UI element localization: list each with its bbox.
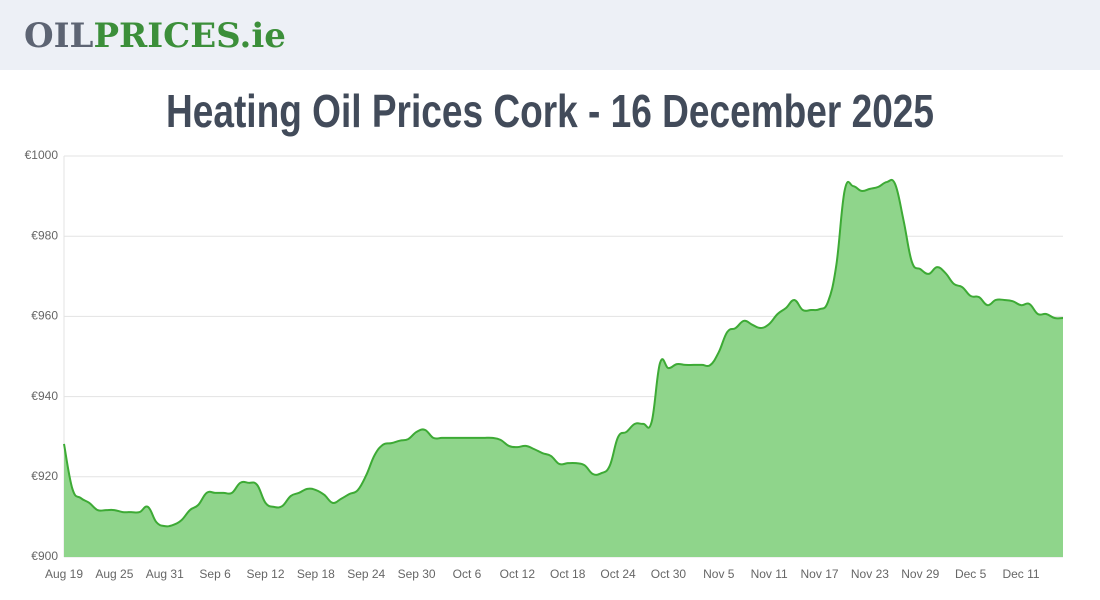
x-tick-label: Dec 5 bbox=[955, 567, 987, 581]
y-tick-label: €1000 bbox=[25, 148, 59, 162]
x-tick-label: Dec 11 bbox=[1002, 567, 1039, 581]
x-tick-label: Nov 17 bbox=[801, 567, 839, 581]
y-tick-label: €960 bbox=[31, 309, 58, 323]
x-tick-label: Oct 24 bbox=[600, 567, 636, 581]
x-tick-label: Oct 6 bbox=[453, 567, 482, 581]
y-tick-label: €920 bbox=[31, 469, 58, 483]
logo-part: PRICES.ie bbox=[93, 16, 285, 56]
y-tick-label: €940 bbox=[31, 389, 58, 403]
x-tick-label: Sep 12 bbox=[246, 567, 284, 581]
x-tick-label: Aug 25 bbox=[95, 567, 133, 581]
x-tick-label: Sep 6 bbox=[199, 567, 231, 581]
area-fill bbox=[64, 179, 1063, 558]
x-tick-label: Sep 30 bbox=[398, 567, 436, 581]
x-tick-label: Oct 12 bbox=[500, 567, 536, 581]
chart-title: Heating Oil Prices Cork - 16 December 20… bbox=[166, 85, 934, 137]
logo-part: OIL bbox=[24, 16, 94, 56]
price-line bbox=[63, 178, 1064, 528]
x-tick-label: Sep 18 bbox=[297, 567, 335, 581]
y-tick-label: €900 bbox=[31, 549, 58, 563]
x-tick-label: Aug 31 bbox=[146, 567, 184, 581]
x-tick-label: Oct 30 bbox=[651, 567, 687, 581]
x-tick-label: Oct 18 bbox=[550, 567, 586, 581]
x-tick-label: Nov 23 bbox=[851, 567, 889, 581]
x-tick-label: Sep 24 bbox=[347, 567, 385, 581]
x-tick-label: Nov 5 bbox=[703, 567, 735, 581]
x-tick-label: Nov 11 bbox=[751, 567, 788, 581]
x-tick-label: Nov 29 bbox=[901, 567, 939, 581]
header-bar bbox=[0, 0, 1100, 70]
y-tick-label: €980 bbox=[31, 228, 58, 242]
x-tick-label: Aug 19 bbox=[45, 567, 83, 581]
logo[interactable]: OILPRICES.ie bbox=[24, 16, 286, 56]
